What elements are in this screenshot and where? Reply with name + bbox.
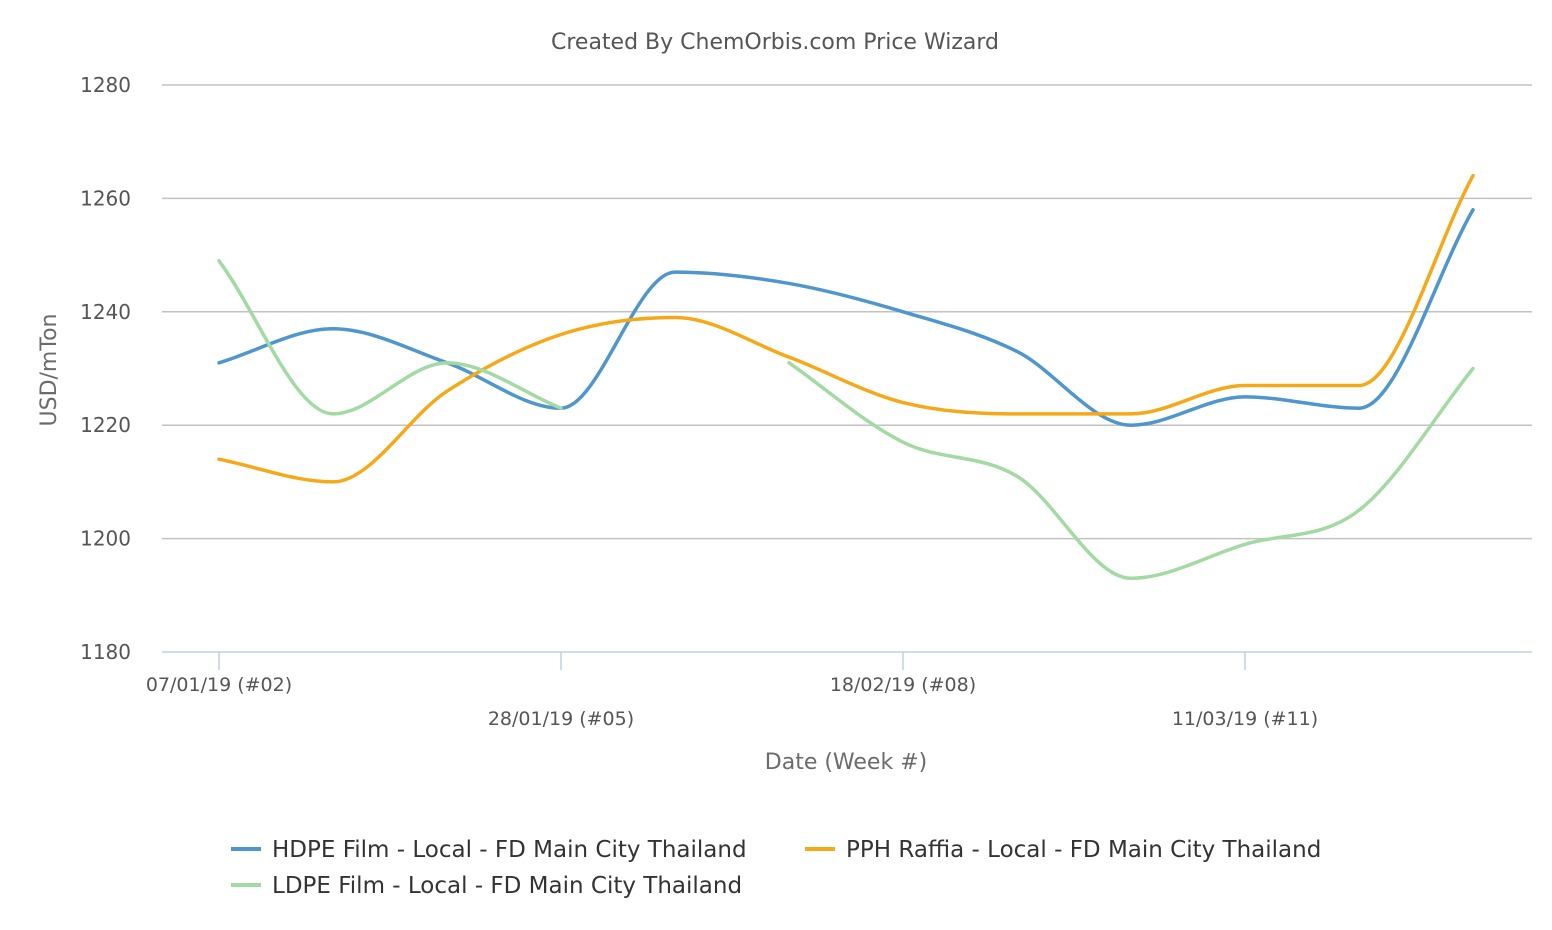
series-lines [217,173,1475,581]
y-tick-label: 1240 [80,300,131,324]
x-tick-label: 07/01/19 (#02) [146,674,292,696]
series-line [217,173,1475,484]
series-line [217,259,563,416]
grid [162,84,1532,540]
y-tick-label: 1200 [80,527,131,551]
series-3 [217,259,1475,581]
x-tick-label: 28/01/19 (#05) [488,708,634,730]
series-1 [217,207,1475,427]
y-tick-label: 1260 [80,186,131,210]
legend-item[interactable]: HDPE Film - Local - FD Main City Thailan… [231,837,747,863]
y-axis: 1180 1200 1220 1240 1260 1280 [80,73,131,664]
y-tick-label: 1220 [80,413,131,437]
series-line [217,207,1475,427]
series-line [787,361,1475,581]
series-2 [217,173,1475,484]
y-axis-title: USD/mTon [37,314,62,427]
legend-item[interactable]: LDPE Film - Local - FD Main City Thailan… [231,873,742,899]
legend-label: PPH Raffia - Local - FD Main City Thaila… [846,837,1321,863]
legend-label: HDPE Film - Local - FD Main City Thailan… [272,837,747,863]
legend-label: LDPE Film - Local - FD Main City Thailan… [272,873,742,899]
y-tick-label: 1280 [80,73,131,97]
legend: HDPE Film - Local - FD Main City Thailan… [231,837,1321,899]
chart-title: Created By ChemOrbis.com Price Wizard [551,30,999,55]
y-tick-label: 1180 [80,640,131,664]
x-tick-label: 11/03/19 (#11) [1172,708,1318,730]
x-axis-title: Date (Week #) [765,750,927,775]
x-tick-label: 18/02/19 (#08) [830,674,976,696]
x-axis: 07/01/19 (#02) 28/01/19 (#05) 18/02/19 (#0… [146,651,1532,730]
legend-item[interactable]: PPH Raffia - Local - FD Main City Thaila… [805,837,1321,863]
